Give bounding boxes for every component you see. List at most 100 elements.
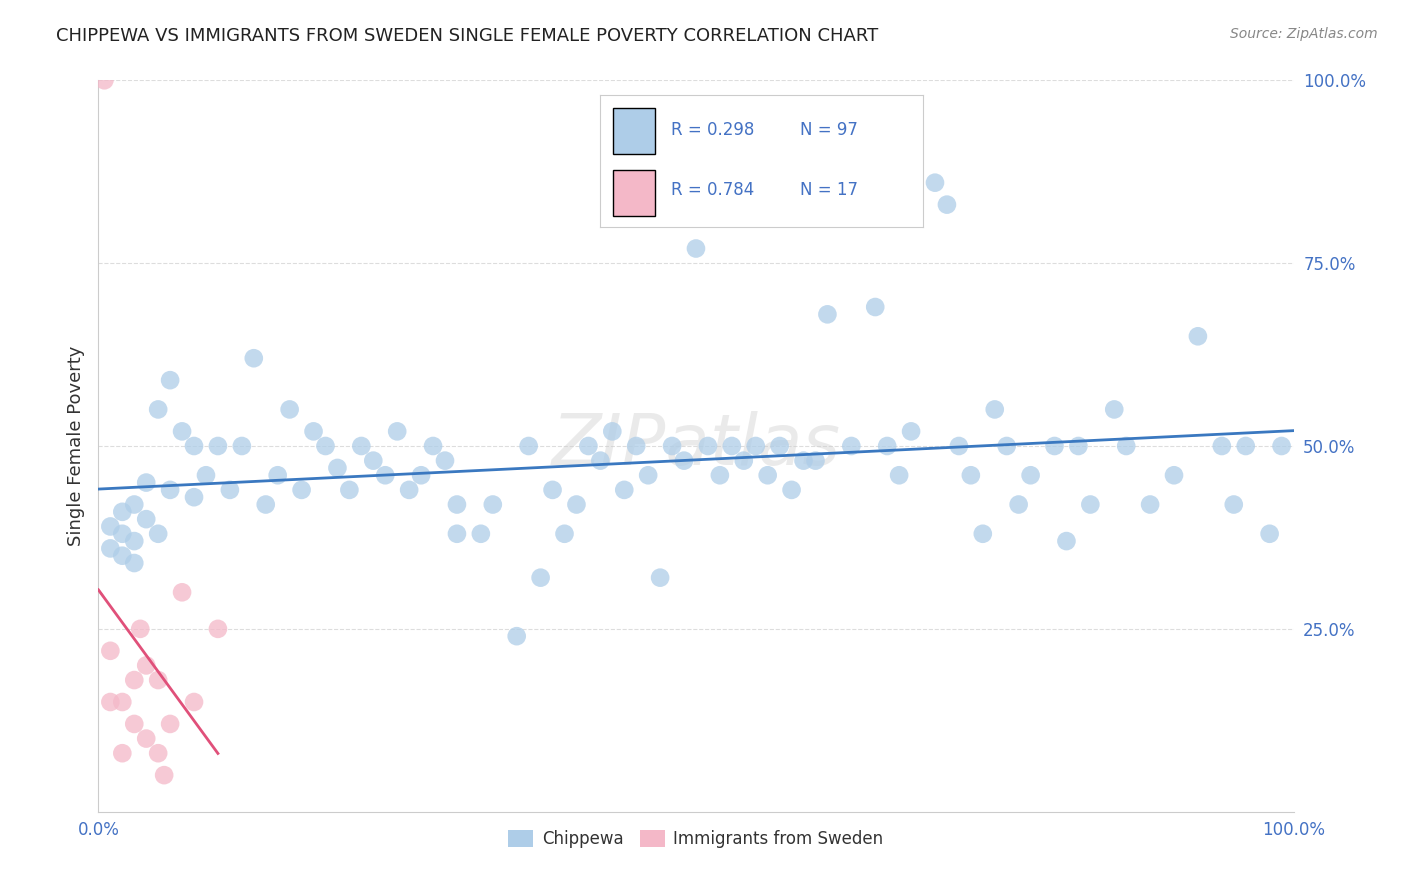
- Point: [865, 300, 887, 314]
- Point: [1104, 402, 1126, 417]
- Point: [650, 571, 672, 585]
- Point: [482, 498, 505, 512]
- Point: [1115, 439, 1137, 453]
- Point: [326, 461, 349, 475]
- Point: [135, 658, 157, 673]
- Point: [1163, 468, 1185, 483]
- Point: [613, 483, 636, 497]
- Point: [446, 526, 468, 541]
- Point: [315, 439, 337, 453]
- Point: [1234, 439, 1257, 453]
- Point: [589, 453, 612, 467]
- Point: [153, 768, 176, 782]
- Point: [219, 483, 242, 497]
- Point: [1211, 439, 1233, 453]
- Point: [183, 695, 205, 709]
- Point: [1043, 439, 1066, 453]
- Point: [98, 541, 122, 556]
- Point: [745, 439, 768, 453]
- Point: [541, 483, 564, 497]
- Point: [207, 622, 229, 636]
- Point: [960, 468, 983, 483]
- Point: [900, 425, 922, 439]
- Point: [363, 453, 385, 467]
- Point: [243, 351, 266, 366]
- Point: [1139, 498, 1161, 512]
- Point: [291, 483, 314, 497]
- Point: [793, 453, 815, 467]
- Point: [422, 439, 444, 453]
- Point: [302, 425, 325, 439]
- Point: [159, 717, 181, 731]
- Point: [124, 556, 146, 570]
- Point: [148, 402, 170, 417]
- Point: [1067, 439, 1090, 453]
- Text: CHIPPEWA VS IMMIGRANTS FROM SWEDEN SINGLE FEMALE POVERTY CORRELATION CHART: CHIPPEWA VS IMMIGRANTS FROM SWEDEN SINGL…: [56, 27, 879, 45]
- Point: [554, 526, 576, 541]
- Point: [195, 468, 218, 483]
- Point: [685, 242, 707, 256]
- Point: [697, 439, 720, 453]
- Point: [578, 439, 600, 453]
- Point: [111, 505, 134, 519]
- Point: [924, 176, 946, 190]
- Point: [254, 498, 277, 512]
- Point: [1223, 498, 1246, 512]
- Point: [172, 585, 194, 599]
- Point: [135, 475, 157, 490]
- Point: [876, 439, 898, 453]
- Point: [111, 549, 134, 563]
- Text: Source: ZipAtlas.com: Source: ZipAtlas.com: [1230, 27, 1378, 41]
- Point: [721, 439, 744, 453]
- Point: [148, 526, 170, 541]
- Point: [124, 534, 146, 549]
- Point: [804, 453, 827, 467]
- Point: [172, 425, 194, 439]
- Point: [183, 439, 205, 453]
- Point: [111, 526, 134, 541]
- Point: [159, 373, 181, 387]
- Point: [148, 746, 170, 760]
- Point: [1080, 498, 1102, 512]
- Point: [1008, 498, 1031, 512]
- Point: [159, 483, 181, 497]
- Point: [530, 571, 553, 585]
- Point: [972, 526, 994, 541]
- Point: [278, 402, 301, 417]
- Y-axis label: Single Female Poverty: Single Female Poverty: [66, 346, 84, 546]
- Point: [1019, 468, 1042, 483]
- Point: [411, 468, 433, 483]
- Point: [661, 439, 683, 453]
- Point: [98, 519, 122, 533]
- Point: [98, 695, 122, 709]
- Point: [948, 439, 970, 453]
- Point: [398, 483, 420, 497]
- Point: [124, 498, 146, 512]
- Point: [733, 453, 755, 467]
- Point: [267, 468, 290, 483]
- Point: [1271, 439, 1294, 453]
- Point: [936, 197, 959, 211]
- Point: [984, 402, 1007, 417]
- Point: [129, 622, 152, 636]
- Point: [1187, 329, 1209, 343]
- Point: [148, 673, 170, 687]
- Point: [602, 425, 624, 439]
- Point: [124, 673, 146, 687]
- Point: [183, 490, 205, 504]
- Text: ZIPatlas: ZIPatlas: [551, 411, 841, 481]
- Point: [709, 468, 731, 483]
- Point: [231, 439, 253, 453]
- Point: [1258, 526, 1281, 541]
- Point: [637, 468, 659, 483]
- Point: [374, 468, 396, 483]
- Point: [841, 439, 863, 453]
- Legend: Chippewa, Immigrants from Sweden: Chippewa, Immigrants from Sweden: [502, 823, 890, 855]
- Point: [470, 526, 492, 541]
- Point: [889, 468, 911, 483]
- Point: [673, 453, 696, 467]
- Point: [207, 439, 229, 453]
- Point: [124, 717, 146, 731]
- Point: [769, 439, 792, 453]
- Point: [111, 746, 134, 760]
